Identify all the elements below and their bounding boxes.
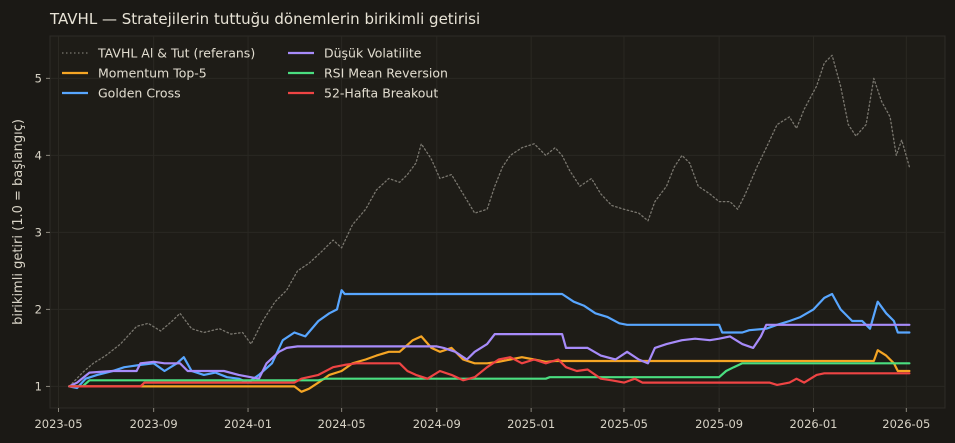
x-tick-label: 2024-01: [224, 417, 272, 431]
y-tick-label: 2: [35, 302, 42, 316]
x-tick-label: 2023-05: [34, 417, 82, 431]
series-line-golden-cross: [68, 289, 911, 390]
y-axis-label: birikimli getiri (1.0 = başlangıç): [11, 119, 26, 325]
x-tick-label: 2026-05: [882, 417, 930, 431]
legend-label: 52-Hafta Breakout: [324, 86, 438, 101]
legend-label: RSI Mean Reversion: [324, 66, 448, 81]
series-line-52-hafta-breakout: [68, 356, 911, 388]
plot-background: [49, 35, 946, 409]
chart-title: TAVHL — Stratejilerin tuttuğu dönemlerin…: [49, 10, 480, 28]
legend-label: Golden Cross: [98, 86, 181, 101]
y-tick-label: 4: [35, 148, 42, 162]
x-tick-label: 2024-09: [413, 417, 461, 431]
x-tick-label: 2023-09: [130, 417, 178, 431]
series-line-tavhl-al-tut-referans: [68, 54, 911, 388]
x-tick-label: 2025-09: [695, 417, 743, 431]
x-tick-label: 2025-05: [600, 417, 648, 431]
series-line-d-k-volatilite: [68, 323, 911, 388]
legend: TAVHL Al & Tut (referans) Düşük Volatilit…: [62, 46, 448, 101]
plot-area: 1 2 3 4 5 2023-05 2023-09 2024-01 2024-05 2024-09…: [34, 35, 946, 431]
x-tick-label: 2024-05: [318, 417, 366, 431]
legend-label: Düşük Volatilite: [324, 46, 422, 61]
series-line-rsi-mean-reversion: [68, 362, 911, 388]
legend-label: Momentum Top-5: [98, 66, 207, 81]
y-tick-label: 1: [35, 379, 42, 393]
legend-label: TAVHL Al & Tut (referans): [97, 46, 255, 61]
series-line-momentum-top-5: [68, 335, 911, 393]
y-tick-label: 3: [35, 225, 42, 239]
x-tick-label: 2025-01: [507, 417, 555, 431]
y-tick-label: 5: [35, 71, 42, 85]
x-tick-label: 2026-01: [789, 417, 837, 431]
